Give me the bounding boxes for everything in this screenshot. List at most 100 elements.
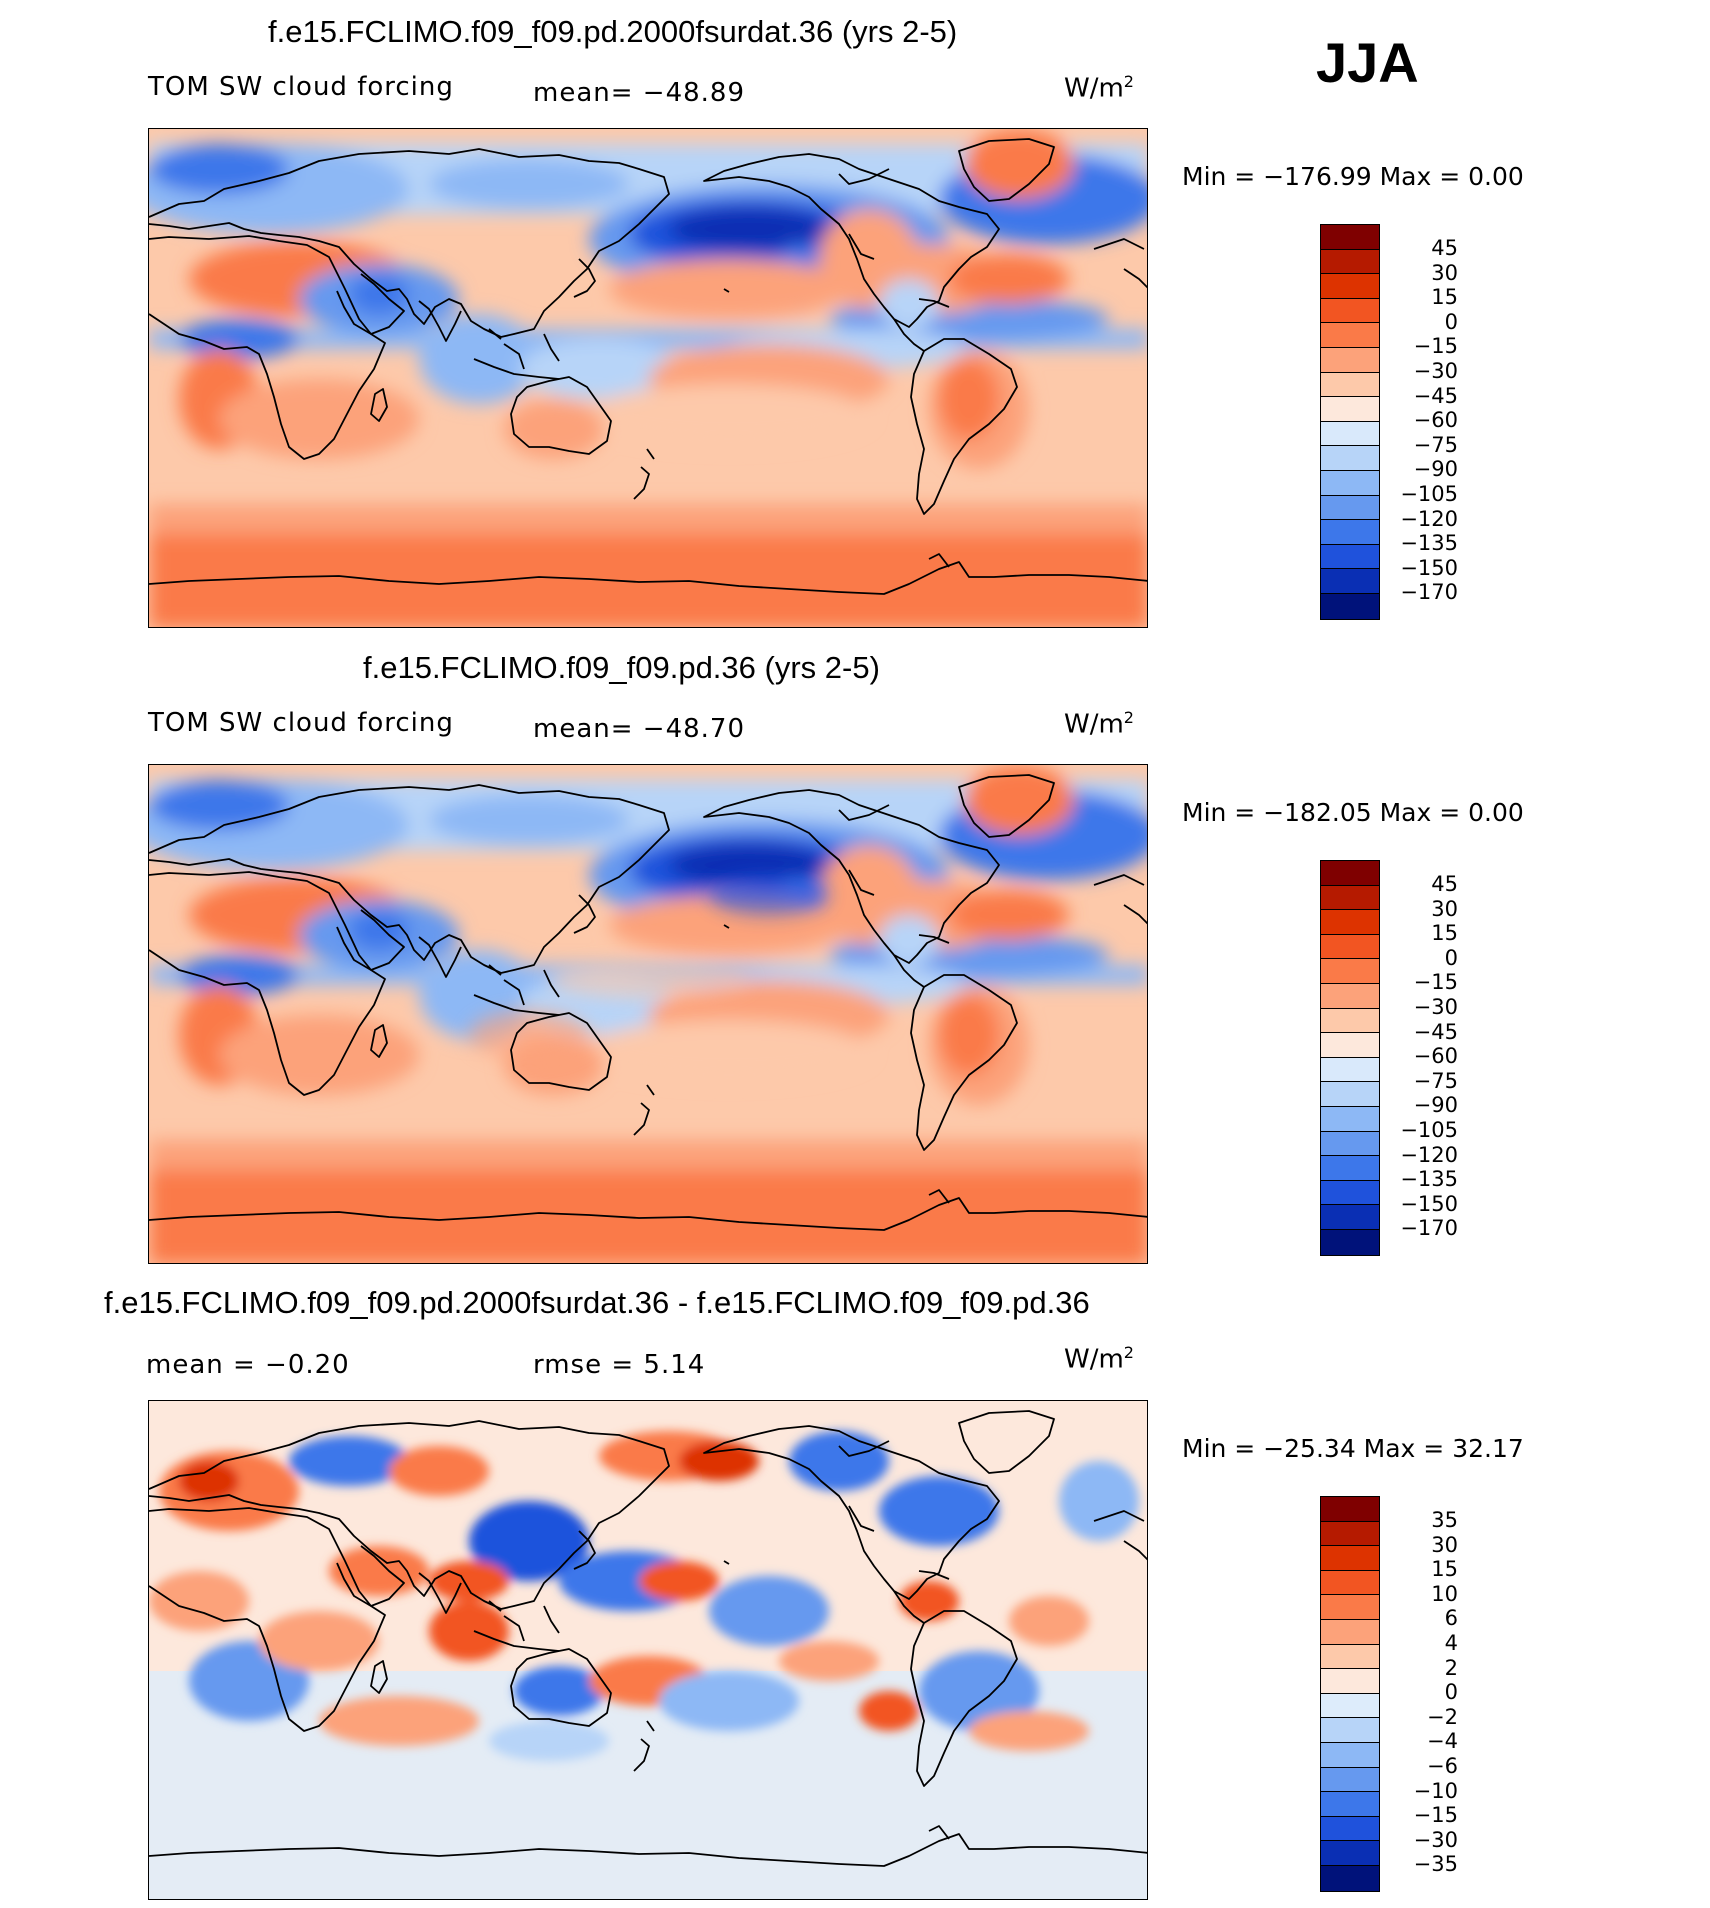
colorbar-segment [1321,1106,1379,1132]
colorbar-label: −170 [1400,1216,1458,1241]
panel-3-title: f.e15.FCLIMO.f09_f09.pd.2000fsurdat.36 -… [104,1285,1090,1320]
colorbar-label: −6 [1427,1753,1458,1778]
colorbar-label: −30 [1413,358,1458,383]
colorbar-label: −30 [1413,994,1458,1019]
colorbar-segment [1321,1229,1379,1255]
colorbar-segment [1321,1792,1379,1817]
colorbar-segment [1321,1156,1379,1181]
colorbar-segment [1321,1669,1379,1694]
colorbar-segment [1321,1841,1379,1866]
panel-2-colorbar-labels: 45 30 15 0 −15 −30 −45 −60 −75 −90 −105 −120 −135 −15… [1396,872,1458,1241]
panel-1-contour-map [149,129,1147,628]
panel-2-mean: mean= −48.70 [533,714,746,744]
panel-2-minmax: Min = −182.05 Max = 0.00 [1182,798,1524,827]
colorbar-segment [1321,1497,1379,1522]
colorbar-segment [1321,1570,1379,1596]
colorbar-segment [1321,1865,1379,1891]
colorbar-segment [1321,1521,1379,1547]
panel-3-map [148,1400,1148,1900]
colorbar-label: 4 [1444,1630,1458,1655]
colorbar-segment [1321,1131,1379,1157]
colorbar-label: 45 [1431,872,1458,896]
colorbar-segment [1321,1742,1379,1768]
colorbar-segment [1321,274,1379,299]
panel-1-units: W/m2 [1064,72,1134,104]
colorbar-label: −75 [1413,1068,1458,1093]
colorbar-label: −30 [1413,1827,1458,1852]
colorbar-segment [1321,446,1379,471]
colorbar-segment [1321,1718,1379,1743]
colorbar-label: −45 [1413,1019,1458,1044]
colorbar-label: 35 [1431,1508,1458,1532]
colorbar-segment [1321,593,1379,619]
colorbar-label: 30 [1431,260,1458,285]
panel-1-colorbar-labels: 45 30 15 0 −15 −30 −45 −60 −75 −90 −105 −120 −135 −15… [1396,236,1458,605]
colorbar-segment [1321,1816,1379,1842]
colorbar-label: −120 [1400,506,1458,531]
colorbar-label: 15 [1431,285,1458,310]
colorbar-segment [1321,934,1379,960]
panel-3-rmse: rmse = 5.14 [533,1350,706,1380]
panel-2-variable: TOM SW cloud forcing [148,708,454,738]
colorbar-segment [1321,372,1379,398]
colorbar-label: −10 [1413,1778,1458,1803]
colorbar-label: 0 [1444,1680,1458,1705]
colorbar-label: −60 [1413,408,1458,433]
colorbar-segment [1321,1180,1379,1206]
colorbar-segment [1321,397,1379,422]
colorbar-segment [1321,1619,1379,1645]
colorbar-label: −90 [1413,1093,1458,1118]
panel-3-colorbar [1320,1496,1380,1892]
colorbar-label: 45 [1431,236,1458,260]
colorbar-segment [1321,298,1379,324]
season-label: JJA [1316,31,1419,94]
colorbar-segment [1321,495,1379,521]
colorbar-label: 10 [1431,1581,1458,1606]
colorbar-label: −45 [1413,383,1458,408]
panel-2-colorbar [1320,860,1380,1256]
colorbar-label: −2 [1427,1704,1458,1729]
colorbar-label: −90 [1413,457,1458,482]
colorbar-segment [1321,1057,1379,1083]
colorbar-segment [1321,323,1379,348]
panel-3-colorbar-labels: 35 30 15 10 6 4 2 0 −2 −4 −6 −10 −15 −30 −35 [1396,1508,1458,1877]
colorbar-label: 2 [1444,1655,1458,1680]
colorbar-segment [1321,520,1379,545]
colorbar-segment [1321,885,1379,911]
panel-1-map [148,128,1148,628]
panel-2-contour-map [149,765,1147,1264]
colorbar-segment [1321,1693,1379,1719]
panel-3-contour-map [149,1401,1147,1900]
colorbar-label: 30 [1431,896,1458,921]
colorbar-label: −150 [1400,555,1458,580]
panel-1-title: f.e15.FCLIMO.f09_f09.pd.2000fsurdat.36 (… [268,14,958,49]
colorbar-segment [1321,983,1379,1009]
colorbar-segment [1321,249,1379,275]
panel-2-map [148,764,1148,1264]
colorbar-label: 15 [1431,1557,1458,1582]
colorbar-label: −105 [1400,481,1458,506]
colorbar-segment [1321,1644,1379,1670]
colorbar-segment [1321,1008,1379,1034]
colorbar-segment [1321,910,1379,935]
colorbar-segment [1321,1767,1379,1793]
panel-1-colorbar [1320,224,1380,620]
colorbar-segment [1321,1033,1379,1058]
colorbar-label: −105 [1400,1117,1458,1142]
colorbar-label: 6 [1444,1606,1458,1631]
colorbar-segment [1321,225,1379,250]
panel-1-minmax: Min = −176.99 Max = 0.00 [1182,162,1524,191]
colorbar-segment [1321,569,1379,594]
colorbar-label: 0 [1444,945,1458,970]
colorbar-segment [1321,347,1379,373]
colorbar-segment [1321,470,1379,496]
colorbar-segment [1321,1595,1379,1620]
panel-1-mean: mean= −48.89 [533,78,746,108]
colorbar-label: −120 [1400,1142,1458,1167]
colorbar-label: −60 [1413,1044,1458,1069]
colorbar-label: −135 [1400,531,1458,556]
panel-2-units: W/m2 [1064,708,1134,740]
colorbar-segment [1321,861,1379,886]
colorbar-segment [1321,544,1379,570]
colorbar-segment [1321,1205,1379,1230]
